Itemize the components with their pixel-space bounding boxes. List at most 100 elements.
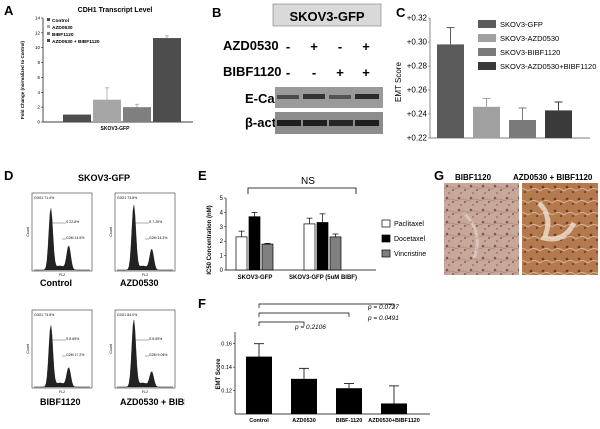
- panel-a-legend-entry: AZD0530: [52, 25, 73, 31]
- panel-c-chart: EMT Score +0.32 +0.30 +0.28 +0.26 +0.24 +0.22…: [394, 14, 596, 143]
- panel-e-y-tick: 0: [220, 268, 224, 274]
- panel-d-condition-label: BIBF1120: [40, 397, 81, 407]
- panel-c-bar: [545, 110, 572, 138]
- panel-c-legend-swatch: [478, 34, 496, 42]
- panel-e-bar: [235, 236, 248, 271]
- panel-a-legend-swatch: [47, 39, 50, 42]
- panel-f-pvalue: p = 0.0727: [367, 304, 399, 311]
- panel-f-ylabel: EMT Score: [216, 358, 222, 390]
- panel-b-bibf-sign: -: [312, 65, 316, 80]
- panel-c-ylabel: EMT Score: [394, 62, 403, 102]
- panel-f-bar: [246, 356, 272, 414]
- panel-b-azd-sign: -: [286, 39, 290, 54]
- panel-b-bibf-sign: +: [362, 65, 370, 80]
- flow-histogram: Count FL2 G0G1 73.8% S 7.25% G2M 14.3%: [109, 192, 176, 277]
- flow-gate-label: G0G1 71.4%: [34, 196, 54, 200]
- panel-c-y-tick: +0.24: [407, 110, 428, 119]
- panel-a-y-tick: 10: [35, 45, 41, 50]
- panel-e-x-tick: SKOV3-GFP: [238, 275, 273, 281]
- svg-text:Count: Count: [26, 227, 30, 236]
- panel-a-legend-entry: AZD0530 + BIBF1120: [52, 39, 100, 45]
- flow-gate-label: G0G1 84.0%: [117, 313, 137, 317]
- panel-f-bar: [336, 388, 362, 414]
- panel-e-y-tick: 4: [220, 210, 224, 216]
- panel-e-bar: [261, 243, 274, 271]
- panel-d-flow-cytometry: Count FL2 G0G1 71.4% S 22.8% G2M 14.5% Contro…: [26, 192, 185, 407]
- panel-e-sig-bracket: [247, 187, 357, 194]
- panel-c-legend-entry: SKOV3-AZD0530+BIBF1120: [500, 62, 596, 71]
- flow-gate-label: G2M 14.5%: [66, 236, 84, 240]
- svg-text:Count: Count: [109, 227, 113, 236]
- panel-a-y-tick: 12: [35, 30, 41, 35]
- panel-e-chart: NS IC50 Concentration (nM) 0 1 2 3 4 5 SKOV3-G…: [207, 176, 426, 281]
- panel-e-y-tick: 5: [220, 196, 224, 202]
- panel-a-y-tick: 2: [37, 105, 40, 110]
- panel-c-legend-entry: SKOV3-GFP: [500, 20, 543, 29]
- panel-b-western-blot: SKOV3-GFP AZD0530 BIBF1120 E-Cad β-actin…: [223, 3, 383, 134]
- panel-a-bar: [93, 99, 121, 122]
- panel-e-y-tick: 2: [220, 239, 224, 245]
- panel-label-g: G: [434, 168, 445, 183]
- panel-c-legend-entry: SKOV3-BIBF1120: [500, 48, 560, 57]
- panel-e-ylabel: IC50 Concentration (nM): [207, 205, 213, 274]
- panel-a-legend-entry: BIBF1120: [52, 32, 74, 38]
- histology-image-bibf: [444, 183, 519, 275]
- panel-f-bar: [291, 378, 317, 414]
- flow-gate-label: S 8.69%: [66, 337, 79, 341]
- panel-a-legend-swatch: [47, 32, 50, 35]
- panel-b-row-bibf: BIBF1120: [223, 64, 282, 79]
- panel-c-y-tick: +0.30: [407, 38, 428, 47]
- panel-e-y-tick: 3: [220, 225, 224, 231]
- panel-a-ylabel: Fold Change (normalized to Control): [20, 41, 25, 119]
- panel-a-y-tick: 4: [37, 90, 40, 95]
- panel-c-y-tick: +0.32: [407, 14, 428, 23]
- panel-label-c: C: [396, 5, 406, 20]
- flow-histogram: Count FL2 G0G1 71.4% S 22.8% G2M 14.5%: [26, 192, 93, 277]
- panel-label-a: A: [4, 3, 14, 18]
- panel-e-legend-entry: Docetaxel: [394, 236, 426, 243]
- panel-c-legend-swatch: [478, 20, 496, 28]
- panel-f-sig-bracket: [258, 321, 305, 326]
- panel-f-sig-bracket: [258, 312, 350, 317]
- panel-a-bar: [123, 107, 151, 122]
- panel-a-title: CDH1 Transcript Level: [78, 7, 153, 14]
- panel-a-legend-swatch: [47, 18, 50, 21]
- panel-f-x-tick: BIBF-1120: [336, 418, 363, 424]
- panel-b-row-ecad: E-Cad: [245, 91, 283, 106]
- svg-text:FL2: FL2: [142, 390, 148, 394]
- panel-f-y-tick: 0.14: [221, 365, 232, 371]
- flow-gate-label: S 5.59%: [149, 337, 162, 341]
- panel-b-azd-sign: -: [338, 39, 342, 54]
- panel-f-sig-bracket: [258, 303, 395, 308]
- panel-e-bar: [248, 216, 261, 271]
- panel-e-legend-entry: Vincristine: [394, 251, 426, 258]
- panel-b-row-azd: AZD0530: [223, 38, 279, 53]
- panel-c-bar: [509, 120, 536, 138]
- panel-c-y-tick: +0.22: [407, 134, 428, 143]
- flow-gate-label: G2M 9.04%: [149, 353, 167, 357]
- panel-b-bibf-sign: -: [286, 65, 290, 80]
- panel-c-y-tick: +0.26: [407, 86, 428, 95]
- panel-f-x-tick: Control: [249, 418, 269, 424]
- panel-e-legend: Paclitaxel Docetaxel Vincristine: [381, 219, 426, 258]
- panel-e-bar: [329, 236, 342, 271]
- panel-e-legend-swatch: [381, 249, 391, 258]
- panel-d-condition-label: AZD0530 + BIBF1120: [120, 397, 185, 407]
- panel-c-y-tick: +0.28: [407, 62, 428, 71]
- flow-gate-label: G2M 14.3%: [149, 236, 167, 240]
- panel-e-legend-entry: Paclitaxel: [394, 221, 424, 228]
- flow-gate-label: G0G1 73.8%: [117, 196, 137, 200]
- flow-histogram: Count FL2 G0G1 73.8% S 8.69% G2M 17.2%: [26, 309, 93, 394]
- panel-e-x-tick: SKOV3-GFP (5uM BIBF): [289, 275, 357, 281]
- panel-a-chart: CDH1 Transcript Level Fold Change (norma…: [20, 7, 193, 132]
- panel-a-y-tick: 14: [35, 16, 41, 21]
- panel-a-legend-swatch: [47, 25, 50, 28]
- panel-g-histology: [444, 183, 598, 275]
- panel-label-b: B: [212, 5, 222, 20]
- panel-c-legend-entry: SKOV3-AZD0530: [500, 34, 559, 43]
- svg-text:Count: Count: [26, 344, 30, 353]
- panel-d-condition-label: AZD0530: [120, 278, 159, 288]
- panel-a-bar: [63, 114, 91, 122]
- panel-f-x-tick: AZD0530+BIBF1120: [368, 418, 420, 424]
